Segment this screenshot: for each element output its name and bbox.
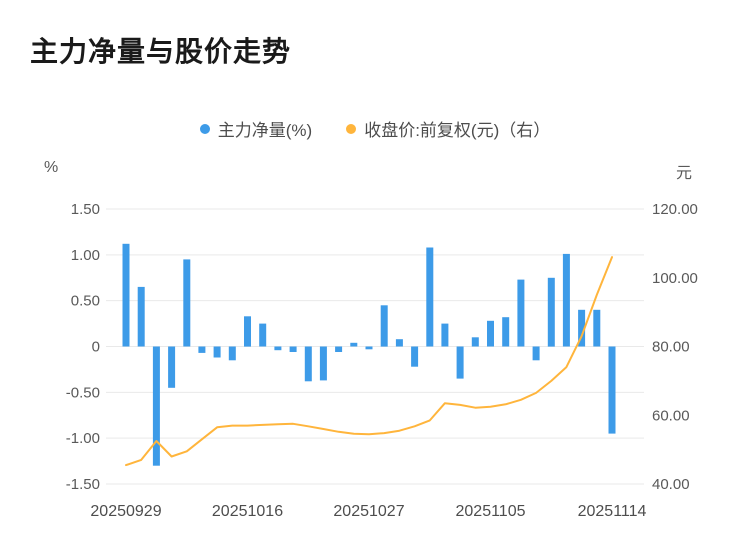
net-volume-bar[interactable] [228, 346, 236, 361]
x-axis-tick-label: 20251027 [333, 503, 404, 520]
net-volume-bar[interactable] [411, 346, 419, 367]
right-axis-unit: 元 [676, 165, 693, 182]
right-axis-tick-label: 120.00 [652, 201, 698, 218]
net-volume-bar[interactable] [183, 259, 191, 347]
left-axis-tick-label: 1.00 [71, 247, 100, 264]
left-axis-tick-label: -1.50 [66, 476, 100, 493]
net-volume-bar[interactable] [608, 346, 616, 434]
net-volume-bar[interactable] [380, 305, 388, 347]
net-volume-bar[interactable] [441, 323, 449, 347]
net-volume-bar[interactable] [426, 247, 434, 347]
net-volume-bar[interactable] [122, 243, 130, 347]
page-title: 主力净量与股价走势 [30, 36, 292, 67]
net-volume-bar[interactable] [335, 346, 343, 353]
left-axis-tick-label: 0.50 [71, 293, 100, 310]
left-axis-unit: % [44, 159, 59, 176]
left-axis-tick-label: -0.50 [66, 384, 100, 401]
net-volume-bar[interactable] [547, 277, 555, 347]
right-axis-tick-label: 80.00 [652, 339, 690, 356]
net-volume-bar[interactable] [319, 346, 327, 381]
x-axis-tick-label: 20251016 [212, 503, 283, 520]
net-volume-bar[interactable] [168, 346, 176, 388]
net-volume-bar[interactable] [152, 346, 160, 466]
net-volume-bar[interactable] [137, 286, 145, 347]
net-volume-bar[interactable] [395, 339, 403, 347]
net-volume-bar[interactable] [456, 346, 464, 379]
net-volume-bar[interactable] [502, 317, 510, 347]
chart-legend: 主力净量(%) 收盘价:前复权(元)（右） [0, 116, 750, 141]
net-volume-bar[interactable] [198, 346, 206, 353]
net-volume-bar[interactable] [350, 342, 358, 347]
net-volume-bar[interactable] [517, 279, 525, 347]
net-volume-bar[interactable] [259, 323, 267, 347]
net-volume-bar[interactable] [274, 346, 282, 351]
net-volume-bar[interactable] [578, 309, 586, 347]
right-axis-tick-label: 40.00 [652, 476, 690, 493]
net-volume-bar[interactable] [289, 346, 297, 353]
net-volume-bar[interactable] [244, 316, 251, 347]
right-axis-tick-label: 60.00 [652, 407, 690, 424]
x-axis-tick-label: 20251105 [456, 503, 526, 520]
left-axis-tick-label: 1.50 [71, 201, 100, 218]
net-volume-bar[interactable] [562, 253, 570, 347]
net-volume-bar[interactable] [365, 346, 373, 350]
x-axis-tick-label: 20251114 [578, 503, 647, 520]
legend-label-close-price: 收盘价:前复权(元)（右） [364, 121, 551, 140]
x-axis-tick-label: 20250929 [90, 503, 161, 520]
net-volume-bar[interactable] [304, 346, 312, 382]
net-volume-bar[interactable] [532, 346, 540, 361]
legend-item-net-volume[interactable]: 主力净量(%) [199, 116, 313, 141]
net-volume-bar[interactable] [593, 309, 601, 347]
close-price-line [125, 256, 613, 467]
left-axis-tick-label: -1.00 [66, 430, 100, 447]
legend-item-close-price[interactable]: 收盘价:前复权(元)（右） [346, 116, 550, 141]
net-volume-bar[interactable] [487, 320, 494, 347]
left-axis-tick-label: 0 [92, 339, 100, 356]
legend-label-net-volume: 主力净量(%) [217, 121, 313, 140]
legend-yellow-dot-icon [346, 123, 357, 134]
net-volume-bar[interactable] [471, 337, 479, 347]
net-volume-bar[interactable] [213, 346, 221, 358]
right-axis-tick-label: 100.00 [652, 270, 698, 287]
legend-blue-dot-icon [199, 123, 210, 134]
